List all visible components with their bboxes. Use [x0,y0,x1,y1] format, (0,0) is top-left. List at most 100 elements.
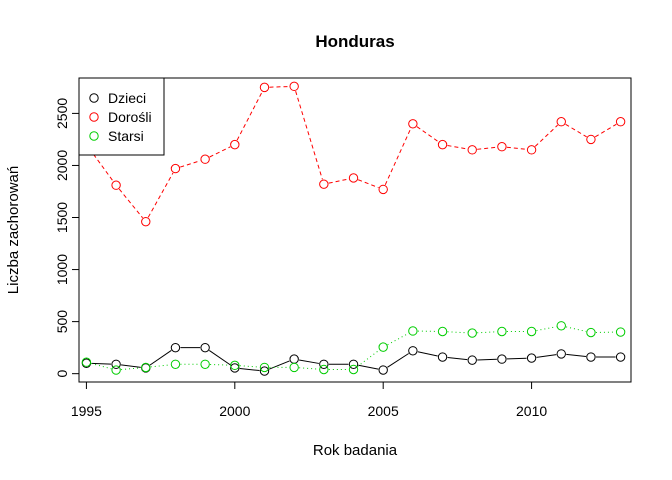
x-tick-label: 2010 [516,403,547,419]
y-tick-label: 1000 [54,254,70,285]
series-segment [118,188,144,219]
series-segment [149,350,172,366]
series-segment [384,128,412,186]
series-segment [236,91,263,141]
series-1 [81,81,626,227]
series-segment [536,326,557,332]
data-point [289,354,299,364]
data-point [348,364,359,375]
data-point [200,359,210,370]
data-point [319,364,329,375]
data-point [259,82,270,93]
y-tick-label: 1500 [54,202,70,233]
x-axis-label: Rok badania [313,442,398,459]
data-point [200,342,210,353]
legend-marker [89,93,99,103]
series-segment [447,145,468,150]
series-segment [594,123,617,138]
data-point [170,163,181,174]
data-point [319,179,329,189]
series-segment [387,332,409,346]
series-segment [150,364,171,368]
legend: Dzieci Dorośli Starsi [78,77,165,156]
data-point [230,139,240,150]
data-point [556,321,566,331]
series-segment [210,363,230,366]
data-point [378,184,388,195]
data-point [319,359,329,370]
series-segment [447,331,468,334]
data-point [170,359,181,370]
data-point [437,326,448,337]
data-point [556,117,566,127]
series-segment [477,146,497,150]
series-segment [506,146,527,150]
series-segment [269,86,290,88]
data-point [615,352,626,362]
series-segment [91,362,112,365]
data-point [526,145,537,155]
data-point [497,326,507,337]
series-segment [121,367,141,371]
series-0 [81,342,626,376]
x-tick-label: 1995 [71,403,102,419]
data-point [259,366,270,376]
data-point [526,353,537,363]
series-segment [209,146,231,158]
series-segment [536,354,557,358]
legend-box [78,77,165,156]
data-point [408,119,418,129]
data-point [437,139,448,150]
data-point [111,359,121,370]
data-point [200,154,210,164]
series-segment [477,358,497,361]
x-tick-label: 2000 [219,403,250,419]
series-segment [417,351,438,357]
series-segment [328,178,349,184]
chart-title: Honduras [315,32,394,51]
data-point [556,349,566,359]
series-segment [358,364,379,370]
data-point [437,352,448,362]
y-axis: 0 500 1000 1500 2000 2500 [54,98,80,378]
series-segment [357,349,380,367]
series-segment [534,124,558,147]
series-layer [81,81,626,376]
series-segment [387,353,409,368]
x-axis: 1995 2000 2005 2010 [71,381,547,419]
series-segment [298,359,320,364]
data-point [348,359,359,370]
data-point [615,117,626,127]
data-point [467,145,477,155]
data-point [586,134,596,145]
y-tick-label: 2500 [54,98,70,129]
legend-marker [89,131,99,141]
series-segment [299,367,319,370]
y-tick-label: 500 [54,310,70,334]
series-segment [208,350,231,366]
data-point [408,346,418,356]
series-segment [416,126,439,143]
series-2 [81,321,626,375]
series-segment [565,123,587,138]
data-point [230,363,240,373]
data-point [111,180,121,190]
legend-label: Dzieci [108,90,146,106]
series-segment [506,357,527,360]
data-point [81,357,92,367]
data-point [289,362,299,373]
data-point [378,342,388,352]
data-point [259,362,270,373]
data-point [497,142,507,152]
series-segment [566,326,587,332]
data-point [230,360,240,371]
x-tick-label: 2005 [368,403,399,419]
data-point [497,354,507,364]
series-segment [447,357,468,361]
data-point [348,173,359,183]
series-segment [358,179,379,189]
series-segment [239,367,260,372]
series-segment [566,353,587,357]
series-segment [239,365,260,368]
